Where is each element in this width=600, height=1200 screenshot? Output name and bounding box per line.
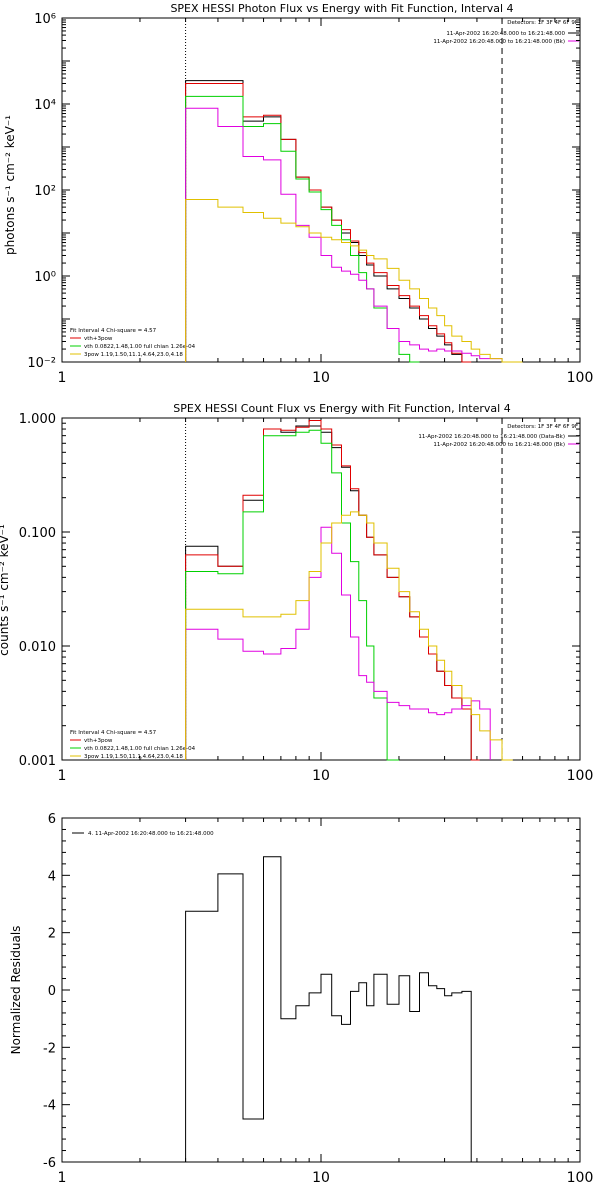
photon-y-tick-label: 10⁴ [34, 98, 56, 113]
residuals-legend: 4. 11-Apr-2002 16:20:48.000 to 16:21:48.… [72, 831, 214, 837]
count-series-line-4 [185, 511, 513, 761]
photon-y-tick-label: 10⁶ [34, 12, 56, 27]
photon-legend-bottom: Fit Interval 4 Chi-square = 4.57 vth+3po… [70, 328, 196, 358]
count-fit-entry: vth 0.0822,1.48,1.00 full chian 1.26e-04 [70, 746, 196, 752]
photon-fit-entry-label: 3pow 1.19,1.50,11.1,4.64,23.0,4.18 [84, 352, 183, 358]
photon-panel-title: SPEX HESSI Photon Flux vs Energy with Fi… [170, 2, 513, 15]
residuals-y-tick-label: 4 [48, 869, 56, 884]
count-series-line-1 [185, 420, 480, 761]
photon-y-axis-label: photons s⁻¹ cm⁻² keV⁻¹ [3, 115, 17, 255]
photon-y-tick-label: 10² [34, 184, 56, 199]
count-legend-bottom: Fit Interval 4 Chi-square = 4.57 vth+3po… [70, 730, 196, 760]
photon-y-tick-label: 10⁻² [27, 356, 56, 371]
count-y-tick-label: 0.010 [19, 640, 56, 655]
count-y-tick-label: 0.100 [19, 526, 56, 541]
photon-y-tick-label: 10⁰ [34, 270, 56, 285]
count-legend-entry: 11-Apr-2002 16:20:48.000 to 16:21:48.000… [433, 442, 579, 448]
residuals-y-tick-label: 6 [48, 812, 56, 827]
count-panel-title: SPEX HESSI Count Flux vs Energy with Fit… [173, 402, 510, 415]
photon-series-line-1 [185, 83, 472, 363]
photon-legend-top: Detectors: 1F 3F 4F 6F 9F 11-Apr-2002 16… [433, 20, 579, 45]
photon-x-tick-label: 10 [312, 370, 330, 386]
residuals-x-tick-label: 100 [567, 1170, 594, 1186]
count-x-tick-label: 10 [312, 768, 330, 784]
photon-legend-entry-label: 11-Apr-2002 16:20:48.000 to 16:21:48.000 [446, 31, 565, 37]
count-fit-entry-label: vth+3pow [84, 738, 113, 744]
residuals-x-tick-label: 1 [58, 1170, 67, 1186]
count-series-line-0 [185, 425, 480, 761]
photon-legend-entry: 11-Apr-2002 16:20:48.000 to 16:21:48.000… [433, 39, 579, 45]
count-legend-entry-label: 11-Apr-2002 16:20:48.000 to 16:21:48.000… [418, 434, 565, 440]
count-y-tick-label: 0.001 [19, 754, 56, 769]
photon-series-line-2 [185, 95, 420, 363]
count-flux-panel: SPEX HESSI Count Flux vs Energy with Fit… [0, 402, 593, 784]
count-fit-entry: vth+3pow [70, 738, 113, 744]
count-series-line-3 [185, 526, 491, 760]
residuals-y-tick-label: -6 [43, 1156, 56, 1171]
photon-fit-entry: vth 0.0822,1.48,1.00 full chian 1.26e-04 [70, 344, 196, 350]
photon-fit-entry: 3pow 1.19,1.50,11.1,4.64,23.0,4.18 [70, 352, 183, 358]
photon-legend-entry: 11-Apr-2002 16:20:48.000 to 16:21:48.000 [446, 31, 579, 37]
photon-fit-entry-label: vth 0.0822,1.48,1.00 full chian 1.26e-04 [84, 344, 196, 350]
count-y-axis-label: counts s⁻¹ cm⁻² keV⁻¹ [0, 524, 11, 656]
residuals-series-line-0 [185, 856, 472, 1162]
photon-series-line-3 [185, 107, 503, 362]
residuals-y-tick-label: -2 [43, 1041, 56, 1056]
residuals-x-tick-label: 10 [312, 1170, 330, 1186]
photon-legend-entry-label: 11-Apr-2002 16:20:48.000 to 16:21:48.000… [433, 39, 565, 45]
residuals-y-tick-label: 0 [48, 984, 56, 999]
residuals-legend-label: 4. 11-Apr-2002 16:20:48.000 to 16:21:48.… [88, 831, 214, 837]
count-series-line-2 [185, 429, 399, 761]
count-fit-entry: 3pow 1.19,1.50,11.1,4.64,23.0,4.18 [70, 754, 183, 760]
photon-series-line-4 [185, 199, 523, 363]
photon-fit-entry: vth+3pow [70, 336, 113, 342]
count-legend-top: Detectors: 1F 3F 4F 6F 9F 11-Apr-2002 16… [418, 424, 579, 448]
photon-x-tick-label: 1 [58, 370, 67, 386]
count-x-tick-label: 1 [58, 768, 67, 784]
count-legend-entry: 11-Apr-2002 16:20:48.000 to 16:21:48.000… [418, 434, 579, 440]
count-y-tick-label: 1.000 [19, 412, 56, 427]
residuals-y-tick-label: -4 [43, 1099, 56, 1114]
photon-flux-panel: SPEX HESSI Photon Flux vs Energy with Fi… [3, 2, 593, 386]
count-legend-entry-label: 11-Apr-2002 16:20:48.000 to 16:21:48.000… [433, 442, 565, 448]
count-fit-entry-label: 3pow 1.19,1.50,11.1,4.64,23.0,4.18 [84, 754, 183, 760]
photon-fit-entry-label: vth+3pow [84, 336, 113, 342]
count-fit-header: Fit Interval 4 Chi-square = 4.57 [70, 730, 157, 736]
residuals-y-axis-label: Normalized Residuals [9, 926, 23, 1055]
photon-legend-detectors: Detectors: 1F 3F 4F 6F 9F [507, 20, 578, 26]
residuals-panel: Normalized Residuals 4. 11-Apr-2002 16:2… [9, 812, 593, 1186]
count-x-tick-label: 100 [567, 768, 594, 784]
photon-x-tick-label: 100 [567, 370, 594, 386]
count-fit-entry-label: vth 0.0822,1.48,1.00 full chian 1.26e-04 [84, 746, 196, 752]
count-legend-detectors: Detectors: 1F 3F 4F 6F 9F [507, 424, 578, 430]
residuals-y-tick-label: 2 [48, 927, 56, 942]
photon-fit-header: Fit Interval 4 Chi-square = 4.57 [70, 328, 157, 334]
photon-series-line-0 [185, 80, 463, 362]
